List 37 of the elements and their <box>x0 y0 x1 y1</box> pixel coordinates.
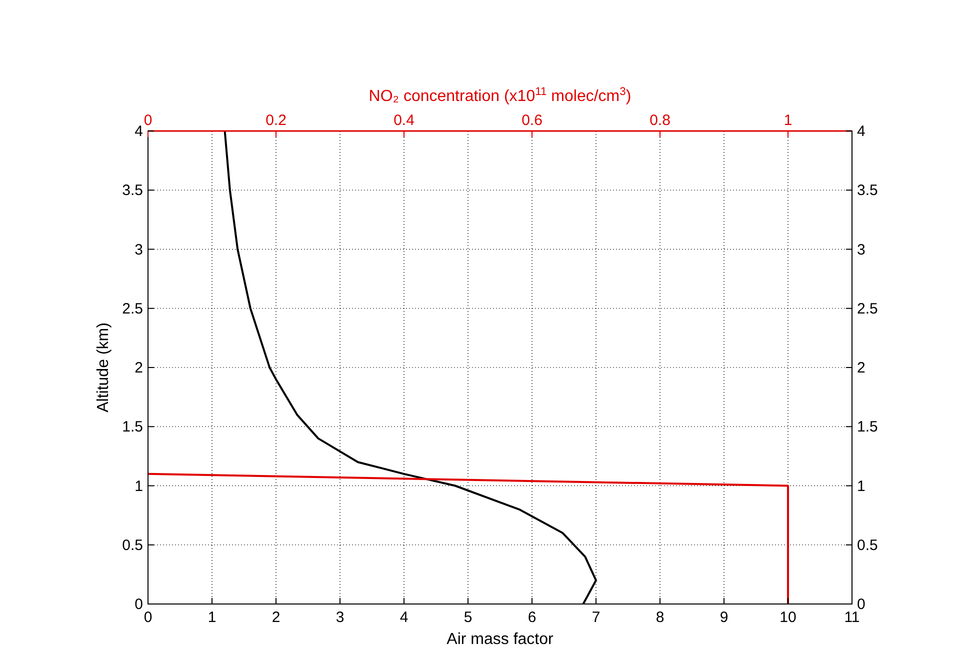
x-tick-label: 10 <box>780 609 796 626</box>
x-tick-label: 9 <box>720 609 728 626</box>
y-tick-label: 1.5 <box>122 418 143 436</box>
x-tick-label: 5 <box>464 609 472 626</box>
x-tick-label: 4 <box>400 609 408 626</box>
y-tick-label: 0.5 <box>122 536 143 554</box>
y-tick-label: 2 <box>134 360 143 376</box>
x-tick-label: 8 <box>656 609 664 626</box>
y2-tick-label: 3.5 <box>857 182 878 200</box>
x2-tick-label: 1 <box>784 112 792 129</box>
y2-tick-label: 1.5 <box>857 418 878 436</box>
x2-axis-title: NO₂ concentration (x10$^{11}$ molec/cm$^{3}$) <box>368 86 632 105</box>
x-tick-label: 11 <box>844 609 860 626</box>
y-tick-label: 0 <box>134 596 143 613</box>
y-tick-label: 4 <box>134 123 143 140</box>
y2-tick-label: 3 <box>857 241 866 258</box>
y-tick-label: 1 <box>134 478 143 495</box>
x-tick-label: 1 <box>208 609 216 626</box>
x-tick-label: 2 <box>272 609 280 626</box>
y-tick-label: 2.5 <box>122 300 143 318</box>
x-tick-label: 3 <box>336 609 344 626</box>
y2-tick-label: 1 <box>857 478 866 495</box>
x-axis-title: Air mass factor <box>446 631 554 648</box>
y2-tick-label: 4 <box>857 123 866 140</box>
x2-tick-label: 0.2 <box>266 112 286 129</box>
y2-tick-label: 0.5 <box>857 536 878 554</box>
y2-tick-label: 2 <box>857 360 866 376</box>
y-tick-label: 3.5 <box>122 182 143 200</box>
y2-tick-label: 2.5 <box>857 300 878 318</box>
x2-tick-label: 0.4 <box>394 112 414 129</box>
x-tick-label: 6 <box>528 609 536 626</box>
y-axis-title: Altitude (km) <box>95 322 112 412</box>
y2-tick-label: 0 <box>857 596 866 613</box>
x2-tick-label: 0.8 <box>650 112 670 129</box>
x2-tick-label: 0.6 <box>522 112 542 129</box>
x-tick-label: 7 <box>592 609 600 626</box>
y-tick-label: 3 <box>134 241 143 258</box>
